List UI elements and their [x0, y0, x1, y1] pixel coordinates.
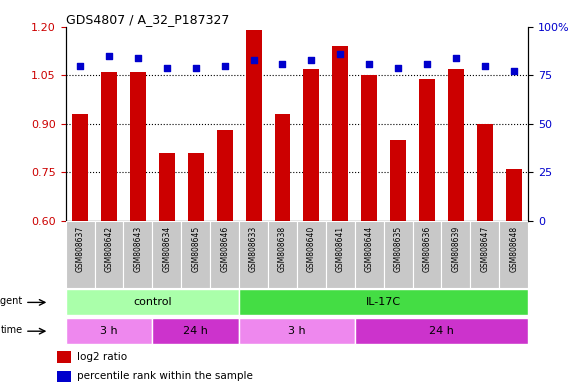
- Text: GDS4807 / A_32_P187327: GDS4807 / A_32_P187327: [66, 13, 229, 26]
- Bar: [441, 221, 471, 288]
- Text: time: time: [1, 325, 23, 335]
- Text: GSM808642: GSM808642: [104, 226, 114, 272]
- Bar: [413, 221, 441, 288]
- Bar: [268, 221, 297, 288]
- Bar: [152, 221, 182, 288]
- Bar: [101, 72, 117, 221]
- Bar: [159, 153, 175, 221]
- Bar: [275, 114, 291, 221]
- Text: IL-17C: IL-17C: [366, 297, 401, 308]
- Text: GSM808643: GSM808643: [134, 226, 142, 272]
- Bar: [182, 221, 210, 288]
- Bar: [355, 221, 384, 288]
- Text: GSM808638: GSM808638: [278, 226, 287, 272]
- Text: 3 h: 3 h: [100, 326, 118, 336]
- Point: [162, 65, 171, 71]
- Point: [423, 61, 432, 67]
- Point: [249, 57, 258, 63]
- Point: [307, 57, 316, 63]
- Text: log2 ratio: log2 ratio: [77, 352, 127, 362]
- Text: GSM808633: GSM808633: [249, 226, 258, 272]
- Point: [365, 61, 374, 67]
- Bar: [448, 69, 464, 221]
- Text: 24 h: 24 h: [429, 326, 454, 336]
- Point: [480, 63, 489, 69]
- Text: GSM808639: GSM808639: [452, 226, 460, 272]
- Bar: [499, 221, 528, 288]
- Point: [75, 63, 85, 69]
- Point: [336, 51, 345, 57]
- Bar: [303, 69, 319, 221]
- Bar: [188, 153, 204, 221]
- Bar: [419, 79, 435, 221]
- Bar: [95, 221, 123, 288]
- Point: [451, 55, 460, 61]
- Bar: [217, 130, 232, 221]
- Bar: [326, 221, 355, 288]
- Text: GSM808646: GSM808646: [220, 226, 229, 272]
- Bar: [477, 124, 493, 221]
- Point: [220, 63, 229, 69]
- Text: 24 h: 24 h: [183, 326, 208, 336]
- Point: [509, 68, 518, 74]
- Text: GSM808640: GSM808640: [307, 226, 316, 272]
- Bar: [57, 371, 71, 382]
- Bar: [66, 318, 152, 344]
- Text: GSM808644: GSM808644: [365, 226, 373, 272]
- Bar: [332, 46, 348, 221]
- Bar: [246, 30, 262, 221]
- Text: GSM808636: GSM808636: [423, 226, 432, 272]
- Bar: [66, 290, 239, 315]
- Text: GSM808634: GSM808634: [162, 226, 171, 272]
- Text: 3 h: 3 h: [288, 326, 305, 336]
- Bar: [57, 351, 71, 363]
- Point: [134, 55, 143, 61]
- Bar: [72, 114, 88, 221]
- Text: GSM808637: GSM808637: [75, 226, 85, 272]
- Bar: [239, 290, 528, 315]
- Bar: [384, 221, 413, 288]
- Text: GSM808647: GSM808647: [480, 226, 489, 272]
- Bar: [355, 318, 528, 344]
- Bar: [239, 221, 268, 288]
- Point: [393, 65, 403, 71]
- Bar: [506, 169, 522, 221]
- Point: [104, 53, 114, 59]
- Bar: [130, 72, 146, 221]
- Bar: [123, 221, 152, 288]
- Bar: [152, 318, 239, 344]
- Text: GSM808645: GSM808645: [191, 226, 200, 272]
- Bar: [210, 221, 239, 288]
- Text: control: control: [133, 297, 172, 308]
- Bar: [297, 221, 326, 288]
- Text: GSM808635: GSM808635: [393, 226, 403, 272]
- Bar: [390, 140, 406, 221]
- Point: [191, 65, 200, 71]
- Text: GSM808648: GSM808648: [509, 226, 518, 272]
- Text: GSM808641: GSM808641: [336, 226, 345, 272]
- Point: [278, 61, 287, 67]
- Text: percentile rank within the sample: percentile rank within the sample: [77, 371, 253, 381]
- Bar: [66, 221, 95, 288]
- Bar: [239, 318, 355, 344]
- Bar: [471, 221, 499, 288]
- Bar: [361, 75, 377, 221]
- Text: agent: agent: [0, 296, 23, 306]
